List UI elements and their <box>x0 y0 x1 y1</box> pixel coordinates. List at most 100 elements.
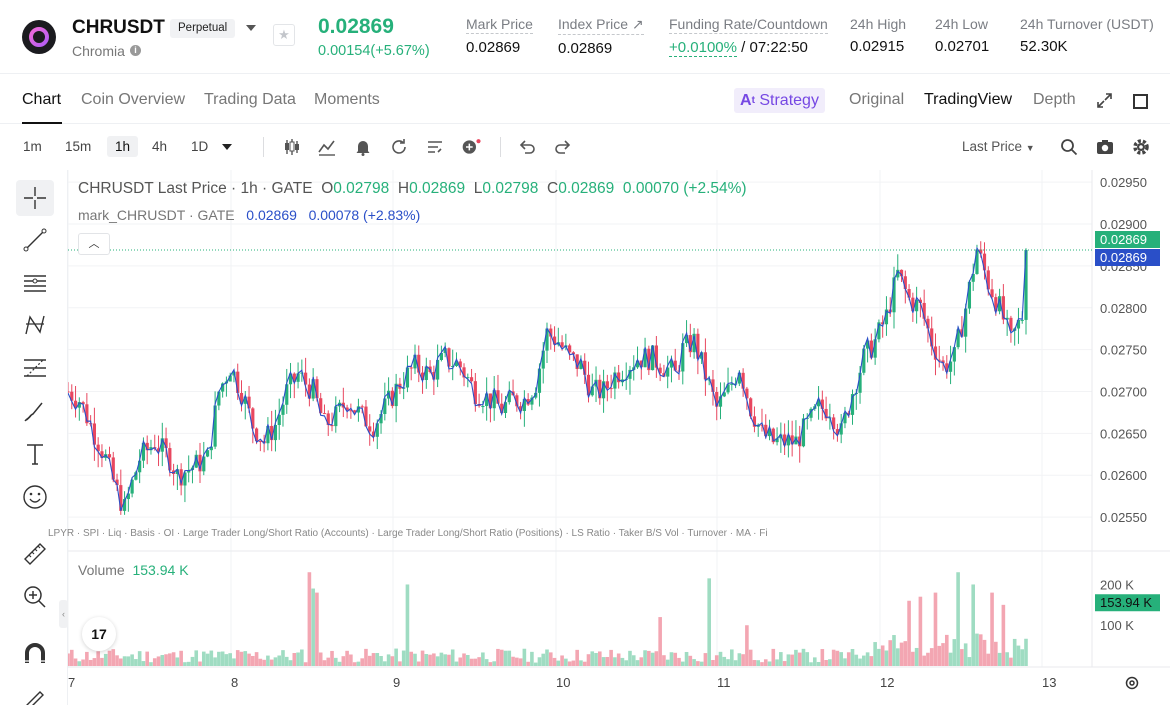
text-tool[interactable] <box>16 436 54 472</box>
trend-line-tool[interactable] <box>16 222 54 258</box>
candle-body <box>786 435 790 446</box>
volume-bar <box>107 650 112 666</box>
tradingview-logo-icon[interactable]: 17 <box>82 617 116 651</box>
expand-icon[interactable] <box>1097 93 1112 108</box>
candle-body <box>209 446 213 451</box>
fib-tool[interactable] <box>16 350 54 386</box>
price-axis-label: 0.02700 <box>1100 384 1147 399</box>
legend-change: 0.00070 (+2.54%) <box>622 180 747 197</box>
collapse-legend-button[interactable]: ︿ <box>78 233 110 255</box>
tab-chart[interactable]: Chart <box>22 91 62 108</box>
volume-bar <box>137 651 142 666</box>
candle-body <box>711 379 715 392</box>
ruler-tool[interactable] <box>16 536 54 572</box>
interval-1m[interactable]: 1m <box>23 139 42 154</box>
interval-1h[interactable]: 1h <box>107 136 139 157</box>
candle-body <box>466 377 470 379</box>
mark-legend-value: 0.02869 <box>246 207 297 223</box>
volume-bar <box>88 659 93 666</box>
candle-body <box>68 391 70 393</box>
strategy-button[interactable]: At Strategy <box>734 88 825 113</box>
stat-label[interactable]: Funding Rate/Countdown <box>669 16 828 34</box>
time-axis-label: 13 <box>1042 675 1056 690</box>
interval-15m[interactable]: 15m <box>65 139 92 154</box>
zoom-tool[interactable] <box>16 579 54 615</box>
volume-bar <box>718 651 723 666</box>
interval-1d[interactable]: 1D <box>191 139 209 154</box>
volume-bar <box>481 652 485 666</box>
camera-icon[interactable] <box>1095 137 1115 157</box>
volume-bar <box>877 648 881 666</box>
view-tradingview[interactable]: TradingView <box>924 91 1013 108</box>
volume-bar <box>277 655 282 666</box>
volume-bar <box>812 657 817 666</box>
stat-label[interactable]: Mark Price <box>466 16 533 34</box>
volume-bar <box>726 659 730 666</box>
add-indicator-icon[interactable] <box>461 137 481 157</box>
info-icon[interactable]: i <box>130 45 141 56</box>
coin-name: Chromia <box>72 43 125 59</box>
volume-bar <box>432 653 436 666</box>
replay-icon[interactable] <box>389 137 409 157</box>
view-original[interactable]: Original <box>849 91 905 108</box>
redo-icon[interactable] <box>553 137 573 157</box>
fullscreen-icon[interactable] <box>1133 94 1148 109</box>
price-axis-label: 0.02950 <box>1100 175 1147 190</box>
favorite-star-icon[interactable]: ★ <box>273 24 295 46</box>
symbol-title[interactable]: CHRUSDT <box>72 17 165 38</box>
symbol-dropdown-icon[interactable] <box>246 25 256 31</box>
candle-body <box>575 354 579 370</box>
chart-settings-icon[interactable] <box>1124 675 1140 691</box>
indicator-tabs-strip[interactable]: LPYR · SPI · Liq · Basis · OI · Large Tr… <box>48 528 768 539</box>
indicators-icon[interactable] <box>317 137 337 157</box>
volume-bar <box>73 658 78 666</box>
candle-type-icon[interactable] <box>282 137 302 157</box>
tab-moments[interactable]: Moments <box>314 91 380 108</box>
stat-funding-rate: Funding Rate/Countdown +0.0100% / 07:22:… <box>669 16 828 57</box>
brush-tool[interactable] <box>16 393 54 429</box>
candle-body <box>288 373 293 385</box>
candle-body <box>967 281 972 309</box>
view-depth[interactable]: Depth <box>1033 91 1076 108</box>
volume-bar <box>205 653 210 666</box>
volume-bar <box>967 657 972 666</box>
alert-icon[interactable] <box>353 137 373 157</box>
settings-gear-icon[interactable] <box>1131 137 1151 157</box>
interval-dropdown-icon[interactable] <box>220 140 234 154</box>
candle-body <box>915 299 919 312</box>
collapse-toolbar-icon[interactable]: ‹ <box>59 600 68 628</box>
candle-body <box>424 366 428 381</box>
candle-body <box>81 402 85 405</box>
emoji-tool[interactable] <box>16 479 54 515</box>
candle-body <box>413 354 417 369</box>
candle-body <box>783 434 787 446</box>
volume-bar <box>511 656 515 666</box>
interval-4h[interactable]: 4h <box>152 139 168 154</box>
candle-body <box>409 367 413 369</box>
price-chart[interactable]: 0.02950 0.02900 0.02850 0.02800 0.02750 0.027… <box>68 170 1170 705</box>
horizontal-lines-tool[interactable] <box>16 265 54 301</box>
volume-bar <box>828 659 832 666</box>
tab-trading-data[interactable]: Trading Data <box>204 91 296 108</box>
volume-bar <box>311 588 315 666</box>
candle-body <box>688 335 692 353</box>
price-type-select[interactable]: Last Price ▼ <box>962 139 1035 154</box>
volume-bar <box>922 655 926 666</box>
pattern-tool[interactable] <box>16 307 54 343</box>
stat-label[interactable]: Index Price ↗ <box>558 16 644 35</box>
templates-icon[interactable] <box>425 137 445 157</box>
crosshair-tool[interactable] <box>16 180 54 216</box>
lock-drawing-tool[interactable] <box>16 680 54 705</box>
candle-body <box>141 442 146 461</box>
tab-coin-overview[interactable]: Coin Overview <box>81 91 186 108</box>
search-icon[interactable] <box>1059 137 1079 157</box>
candle-body <box>251 408 255 429</box>
undo-icon[interactable] <box>517 137 537 157</box>
candle-body <box>843 412 847 424</box>
magnet-tool[interactable] <box>16 636 54 672</box>
candle-body <box>326 413 330 425</box>
candle-body <box>77 402 81 408</box>
volume-bar <box>982 639 987 666</box>
volume-bar <box>77 661 82 666</box>
candle-body <box>862 348 866 373</box>
